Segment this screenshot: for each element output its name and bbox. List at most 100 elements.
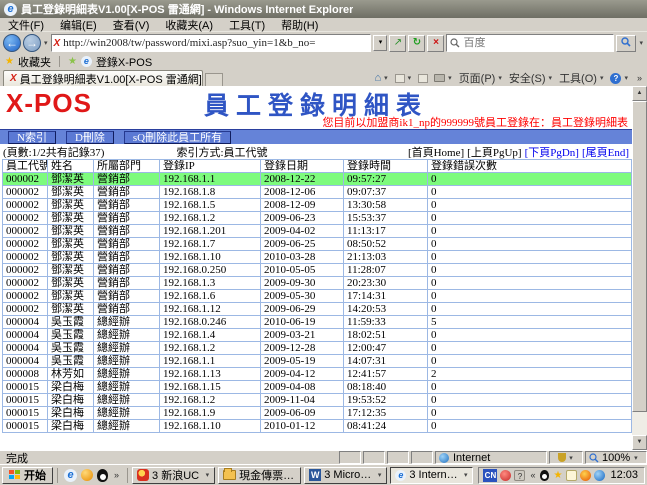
tray-network-icon[interactable] bbox=[594, 469, 606, 481]
scroll-down-button[interactable]: ▼ bbox=[632, 435, 647, 450]
tray-qq-icon[interactable] bbox=[540, 469, 550, 481]
table-cell: 18:02:51 bbox=[343, 328, 428, 342]
table-cell: 2009-04-12 bbox=[260, 367, 344, 381]
menu-item[interactable]: 收藏夹(A) bbox=[165, 19, 214, 32]
taskbar-task-button[interactable]: 3 新浪UC ▾ bbox=[132, 466, 216, 484]
table-row[interactable]: 000002 鄧潔英 營銷部 192.168.1.2 2009-06-23 15:53:3… bbox=[2, 211, 632, 225]
language-indicator[interactable]: CN bbox=[483, 468, 498, 482]
ie-icon: e bbox=[395, 469, 407, 481]
title-bar[interactable]: e 員工登錄明細表V1.00[X-POS 雷通網] - Windows Inte… bbox=[0, 0, 647, 18]
tray-help-icon[interactable]: ? bbox=[514, 469, 526, 481]
taskbar-task-button[interactable]: 現金傳票登錄 bbox=[218, 466, 302, 484]
column-header: 員工代號 bbox=[2, 159, 48, 173]
pagination-link[interactable]: [首頁Home] bbox=[407, 146, 465, 159]
search-go-button[interactable] bbox=[616, 34, 637, 52]
feeds-button[interactable]: ▾ bbox=[394, 73, 413, 83]
go-button[interactable]: ↗ bbox=[389, 34, 407, 52]
menu-item[interactable]: 文件(F) bbox=[8, 19, 45, 32]
safety-menu[interactable]: 安全(S) ▾ bbox=[508, 73, 553, 85]
table-row[interactable]: 000002 鄧潔英 營銷部 192.168.1.12 2009-06-29 14:20:… bbox=[2, 302, 632, 316]
search-box[interactable] bbox=[446, 34, 615, 52]
tab-active[interactable]: X 員工登錄明細表V1.00[X-POS 雷通網] bbox=[3, 70, 203, 86]
table-cell: 15:53:37 bbox=[343, 211, 428, 225]
stop-button[interactable]: × bbox=[427, 34, 445, 52]
menu-item[interactable]: 帮助(H) bbox=[281, 19, 319, 32]
bookmark-link[interactable]: 登錄X-POS bbox=[95, 56, 153, 69]
help-menu[interactable]: ? ▾ bbox=[610, 72, 629, 84]
address-dropdown-button[interactable]: ▾ bbox=[373, 35, 388, 51]
table-cell: 營銷部 bbox=[93, 263, 160, 277]
chevron-left-icon[interactable]: « bbox=[530, 470, 536, 480]
pagination-link[interactable]: [上頁PgUp] bbox=[467, 146, 522, 159]
table-row[interactable]: 000004 吳玉霞 總經辦 192.168.0.246 2010-06-19 11:59… bbox=[2, 315, 632, 329]
zoom-control[interactable]: 100% ▾ bbox=[585, 451, 647, 464]
tray-antivirus-icon[interactable] bbox=[500, 469, 512, 481]
table-row[interactable]: 000002 鄧潔英 營銷部 192.168.1.10 2010-03-28 21:13:… bbox=[2, 250, 632, 264]
tray-uc-icon[interactable] bbox=[580, 469, 592, 481]
forward-button[interactable]: → bbox=[23, 34, 41, 52]
table-row[interactable]: 000015 梁白梅 總經辦 192.168.1.9 2009-06-09 17:12:3… bbox=[2, 406, 632, 420]
home-button[interactable]: ⌂ ▾ bbox=[374, 72, 388, 84]
read-mail-button[interactable] bbox=[418, 73, 429, 83]
table-cell: 000002 bbox=[2, 250, 48, 264]
taskbar-task-button[interactable]: e3 Internet Expl...▾ bbox=[390, 466, 474, 484]
table-cell: 192.168.0.246 bbox=[159, 315, 261, 329]
ie-quicklaunch-icon[interactable]: e bbox=[64, 468, 77, 482]
clock[interactable]: 12:03 bbox=[610, 469, 638, 481]
pagination-link[interactable]: [下頁PgDn] bbox=[524, 146, 579, 159]
address-input[interactable] bbox=[63, 37, 369, 49]
scroll-up-button[interactable]: ▲ bbox=[632, 86, 647, 101]
table-cell: 11:28:07 bbox=[343, 263, 428, 277]
table-row[interactable]: 000002 鄧潔英 營銷部 192.168.1.7 2009-06-25 08:50:5… bbox=[2, 237, 632, 251]
table-row[interactable]: 000004 吳玉霞 總經辦 192.168.1.4 2009-03-21 18:02:5… bbox=[2, 328, 632, 342]
action-button[interactable]: sQ刪除此員工所有 bbox=[123, 130, 232, 144]
menu-item[interactable]: 编辑(E) bbox=[60, 19, 97, 32]
page-menu[interactable]: 页面(P) ▾ bbox=[458, 73, 502, 85]
table-row[interactable]: 000004 吳玉霞 總經辦 192.168.1.1 2009-05-19 14:07:3… bbox=[2, 354, 632, 368]
table-row[interactable]: 000002 鄧潔英 營銷部 192.168.1.3 2009-09-30 20:23:3… bbox=[2, 276, 632, 290]
address-field[interactable]: X bbox=[50, 34, 372, 52]
back-button[interactable]: ← bbox=[3, 34, 21, 52]
history-dropdown-icon[interactable]: ▾ bbox=[44, 40, 48, 47]
tab-title: 員工登錄明細表V1.00[X-POS 雷通網] bbox=[19, 73, 202, 86]
tray-star-icon[interactable]: ★ bbox=[553, 469, 563, 481]
menu-item[interactable]: 查看(V) bbox=[112, 19, 150, 32]
table-cell: 營銷部 bbox=[93, 172, 160, 186]
table-row[interactable]: 000008 林芳如 總經辦 192.168.1.13 2009-04-12 12:41:… bbox=[2, 367, 632, 381]
table-row[interactable]: 000002 鄧潔英 營銷部 192.168.1.6 2009-05-30 17:14:3… bbox=[2, 289, 632, 303]
table-row[interactable]: 000015 梁白梅 總經辦 192.168.1.10 2010-01-12 08:41:… bbox=[2, 419, 632, 433]
pagination-link[interactable]: [尾頁End] bbox=[581, 146, 629, 159]
print-button[interactable]: ▾ bbox=[434, 74, 453, 82]
scrollbar-thumb[interactable] bbox=[632, 101, 647, 412]
action-button[interactable]: N索引 bbox=[8, 130, 56, 144]
search-options-dropdown-icon[interactable]: ▾ bbox=[639, 40, 643, 47]
add-favorite-icon[interactable]: ★ bbox=[67, 56, 77, 67]
chevron-more-icon[interactable]: » bbox=[114, 470, 120, 480]
start-button[interactable]: 开始 bbox=[2, 466, 53, 484]
table-row[interactable]: 000002 鄧潔英 營銷部 192.168.0.250 2010-05-05 11:28… bbox=[2, 263, 632, 277]
tools-menu[interactable]: 工具(O) ▾ bbox=[559, 73, 604, 85]
security-zone[interactable]: Internet bbox=[435, 451, 547, 464]
favorites-button[interactable]: 收藏夹 bbox=[17, 56, 51, 69]
table-row[interactable]: 000002 鄧潔英 營銷部 192.168.1.8 2008-12-06 09:07:3… bbox=[2, 185, 632, 199]
protected-mode-cell[interactable]: ▾ bbox=[549, 451, 583, 464]
table-row[interactable]: 000004 吳玉霞 總經辦 192.168.1.2 2009-12-28 12:00:4… bbox=[2, 341, 632, 355]
quick-launch: e » bbox=[62, 468, 123, 482]
menu-item[interactable]: 工具(T) bbox=[229, 19, 266, 32]
table-row[interactable]: 000015 梁白梅 總經辦 192.168.1.2 2009-11-04 19:53:5… bbox=[2, 393, 632, 407]
refresh-button[interactable]: ↻ bbox=[408, 34, 426, 52]
table-row[interactable]: 000015 梁白梅 總經辦 192.168.1.15 2009-04-08 08:18:… bbox=[2, 380, 632, 394]
table-row[interactable]: 000002 鄧潔英 營銷部 192.168.1.5 2008-12-09 13:30:5… bbox=[2, 198, 632, 212]
chevron-more-icon[interactable]: » bbox=[636, 73, 642, 83]
table-cell: 0 bbox=[427, 380, 632, 394]
new-tab-button[interactable] bbox=[205, 73, 223, 86]
table-row[interactable]: 000002 鄧潔英 營銷部 192.168.1.201 2009-04-02 11:13… bbox=[2, 224, 632, 238]
search-input[interactable] bbox=[463, 37, 611, 49]
qq-quicklaunch-icon[interactable] bbox=[97, 468, 108, 482]
uc-quicklaunch-icon[interactable] bbox=[80, 468, 93, 481]
tray-notes-icon[interactable] bbox=[566, 469, 578, 481]
taskbar-task-button[interactable]: W3 Microsoft Off...▾ bbox=[304, 466, 388, 484]
action-button[interactable]: D刪除 bbox=[65, 130, 114, 144]
table-row[interactable]: 000002 鄧潔英 營銷部 192.168.1.1 2008-12-22 09:57:2… bbox=[2, 172, 632, 186]
vertical-scrollbar[interactable]: ▲ ▼ bbox=[632, 86, 647, 450]
